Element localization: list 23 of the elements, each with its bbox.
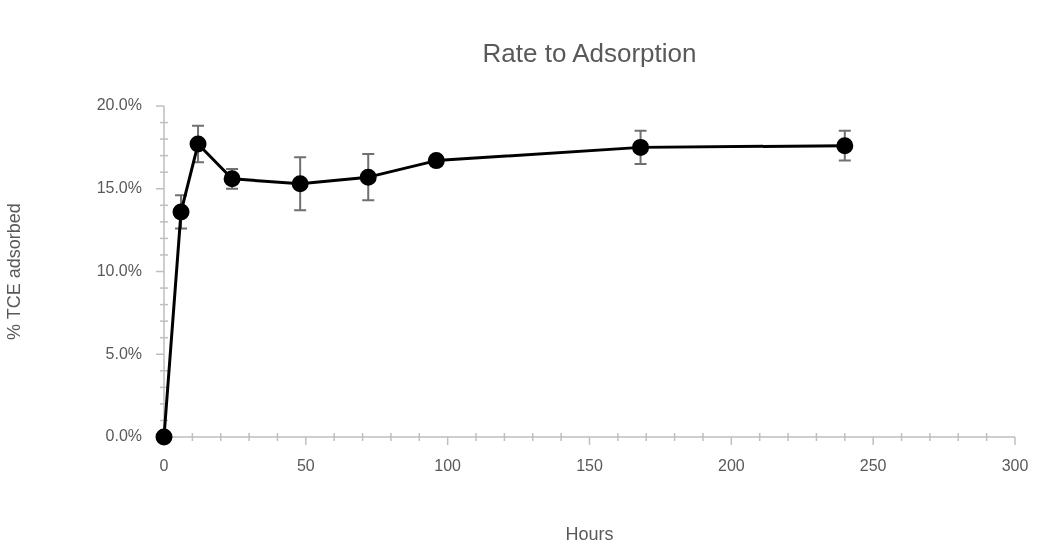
x-tick-label: 250 xyxy=(859,457,887,475)
point xyxy=(155,428,173,446)
point xyxy=(836,137,854,155)
y-tick-label: 0.0% xyxy=(105,427,142,445)
chart-title: Rate to Adsorption xyxy=(482,38,697,69)
point xyxy=(427,152,445,170)
x-tick-label: 300 xyxy=(1001,457,1029,475)
point xyxy=(189,135,207,153)
y-tick-label: 20.0% xyxy=(96,96,142,114)
point xyxy=(359,168,377,186)
y-tick-label: 15.0% xyxy=(96,179,142,197)
x-tick-label: 100 xyxy=(434,457,462,475)
x-tick-label: 200 xyxy=(717,457,745,475)
point xyxy=(632,138,650,156)
y-axis-title: % TCE adsorbed xyxy=(3,203,24,340)
point xyxy=(172,203,190,221)
y-tick-label: 10.0% xyxy=(96,261,142,279)
x-axis-title: Hours xyxy=(565,524,614,545)
x-tick-label: 50 xyxy=(296,457,315,475)
point xyxy=(291,175,309,193)
x-tick-label: 0 xyxy=(159,457,169,475)
x-tick-label: 150 xyxy=(576,457,603,475)
y-tick-label: 5.0% xyxy=(105,344,142,362)
